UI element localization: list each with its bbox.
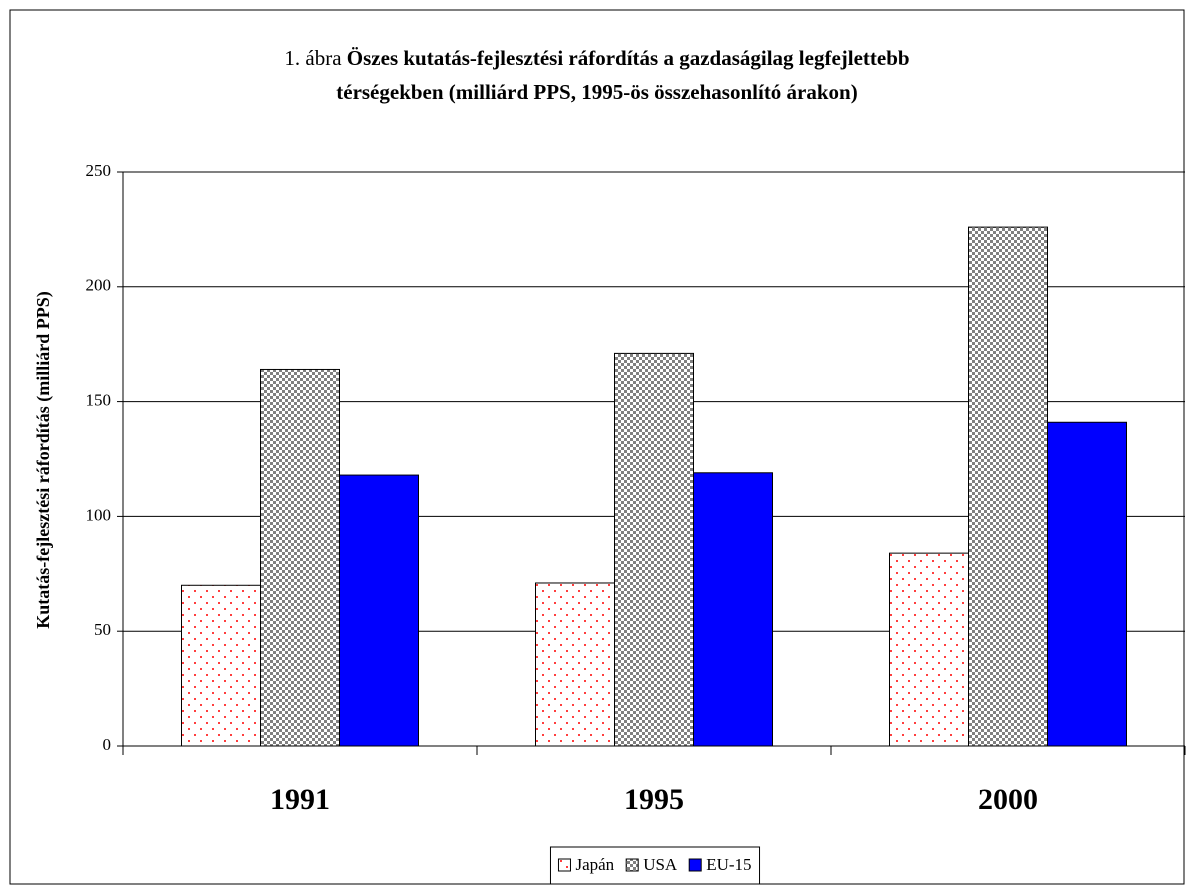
x-tick-label: 1995	[624, 783, 684, 816]
chart-title: térségekben (milliárd PPS, 1995-ös össze…	[336, 80, 857, 104]
y-tick-label: 100	[86, 505, 112, 524]
bar	[535, 582, 615, 747]
legend-swatch	[625, 858, 639, 872]
y-axis-label: Kutatás-fejlesztési ráfordítás (milliárd…	[33, 291, 54, 628]
y-tick-label: 150	[86, 391, 112, 410]
y-tick-label: 0	[103, 735, 112, 754]
y-tick-label: 50	[94, 620, 111, 639]
bar	[614, 352, 694, 747]
legend-swatch	[557, 858, 571, 872]
legend-swatch	[688, 858, 702, 872]
legend-label: Japán	[575, 855, 614, 874]
bar	[889, 552, 969, 747]
legend	[549, 846, 761, 885]
bar	[968, 226, 1048, 747]
chart-title: 1. ábra Öszes kutatás-fejlesztési ráford…	[284, 46, 909, 70]
legend-label: EU-15	[706, 855, 751, 874]
bar	[1047, 421, 1127, 747]
bar	[181, 584, 261, 747]
legend-label: USA	[643, 855, 678, 874]
bar	[339, 474, 419, 747]
bar	[260, 368, 340, 747]
y-tick-label: 200	[86, 276, 112, 295]
y-tick-label: 250	[86, 161, 112, 180]
bar	[693, 472, 773, 747]
x-tick-label: 2000	[978, 783, 1038, 816]
x-tick-label: 1991	[270, 783, 330, 816]
